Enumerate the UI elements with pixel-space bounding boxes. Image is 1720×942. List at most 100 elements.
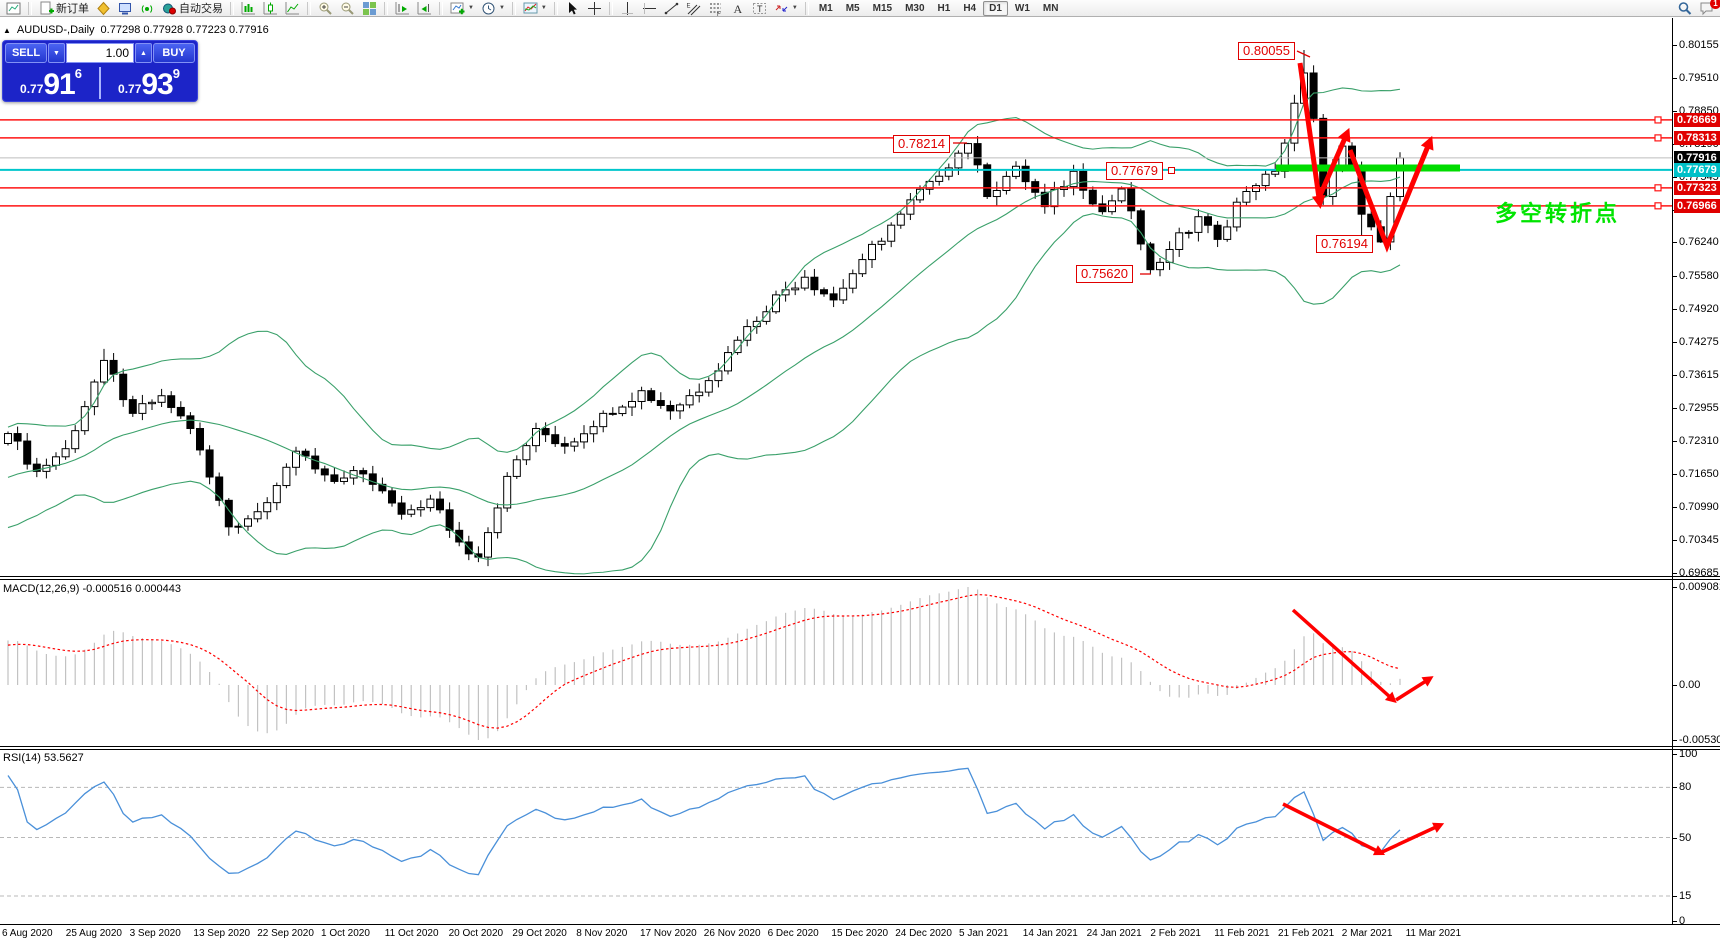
toolbar-separator: [608, 1, 613, 15]
price-tag-0.78214[interactable]: 0.78214: [893, 135, 950, 153]
axis-tick-mark: [1673, 275, 1677, 277]
bar-chart-icon[interactable]: [238, 1, 259, 16]
cursor-icon[interactable]: [562, 1, 583, 16]
autotrading-button[interactable]: 自动交易: [159, 1, 226, 16]
svg-text:F: F: [717, 12, 721, 16]
price-tag-0.75620[interactable]: 0.75620: [1076, 265, 1133, 283]
chart-shift-icon[interactable]: [392, 1, 413, 16]
text-label-icon[interactable]: T: [749, 1, 770, 16]
toolbar: 新订单 自动交易 ▼ ▼ ▼ E F A T ▼ M1 M5 M15 M30 H1 H4 D1 W1 MN 1: [0, 0, 1720, 17]
price-tick: 0.70990: [1679, 501, 1719, 514]
axis-tick-mark: [1673, 921, 1677, 922]
price-tick: 0.79510: [1679, 71, 1719, 84]
candlestick-chart-icon[interactable]: [260, 1, 281, 16]
volume-decrease-button[interactable]: ▼: [48, 43, 65, 63]
crosshair-icon[interactable]: [584, 1, 605, 16]
time-label: 21 Feb 2021: [1278, 928, 1335, 939]
zoom-out-icon: [340, 1, 355, 16]
timeframe-d1[interactable]: D1: [983, 0, 1008, 16]
fibonacci-icon[interactable]: F: [705, 1, 726, 16]
text-icon[interactable]: A: [727, 1, 748, 16]
time-axis[interactable]: 6 Aug 2020 25 Aug 2020 3 Sep 2020 13 Sep 20…: [0, 926, 1673, 942]
timeframe-m30[interactable]: M30: [905, 2, 925, 14]
axis-tick-mark: [1673, 308, 1677, 310]
market-watch-icon[interactable]: [115, 1, 136, 16]
time-label: 11 Oct 2020: [384, 928, 439, 939]
timeframe-h1[interactable]: H1: [937, 2, 951, 14]
timeframe-m5[interactable]: M5: [845, 2, 860, 14]
tile-windows-icon: [362, 1, 377, 16]
chat-icon[interactable]: 1: [1696, 0, 1720, 16]
chevron-down-icon[interactable]: ▼: [791, 5, 798, 11]
line-chart-icon[interactable]: [282, 1, 303, 16]
macd-rsi-splitter[interactable]: [0, 746, 1720, 747]
autotrading-button-label: 自动交易: [179, 3, 223, 15]
symbol-title: AUDUSD-,Daily: [16, 24, 95, 36]
volume-input[interactable]: 1.00: [66, 43, 134, 63]
price-badge-0.77323: 0.77323: [1674, 180, 1720, 195]
sell-price-display[interactable]: 0.77 91 6: [3, 65, 99, 101]
new-order-button-label: 新订单: [56, 3, 89, 15]
chart-macd-splitter[interactable]: [0, 576, 1720, 577]
price-tag-0.77679[interactable]: 0.77679: [1106, 162, 1163, 180]
vertical-line-icon[interactable]: [617, 1, 638, 16]
timeframe-m1[interactable]: M1: [818, 2, 833, 14]
price-tick: 0.69685: [1679, 566, 1719, 579]
signals-icon[interactable]: [137, 1, 158, 16]
templates-icon[interactable]: ▼: [520, 1, 550, 16]
rsi-panel-canvas[interactable]: [0, 750, 1673, 924]
price-badge-0.78313: 0.78313: [1674, 130, 1720, 145]
collapse-marker-icon[interactable]: ▲: [3, 25, 11, 35]
tile-windows-icon[interactable]: [359, 1, 380, 16]
axis-tick-mark: [1673, 754, 1677, 755]
zoom-in-icon: [318, 1, 333, 16]
trendline-icon[interactable]: [661, 1, 682, 16]
axis-tick-mark: [1673, 242, 1677, 244]
toolbar-separator: [384, 1, 388, 15]
time-label: 14 Jan 2021: [1022, 928, 1078, 939]
time-label: 24 Dec 2020: [895, 928, 952, 939]
price-tag-0.76194[interactable]: 0.76194: [1316, 235, 1373, 253]
axis-tick-mark: [1673, 539, 1677, 541]
equidistant-channel-icon[interactable]: E: [683, 1, 704, 16]
add-indicator-icon[interactable]: ▼: [447, 1, 477, 16]
toolbar-separator: [511, 1, 516, 15]
auto-scroll-icon[interactable]: [414, 1, 435, 16]
indicators-window-icon[interactable]: [3, 1, 24, 16]
zoom-out-icon[interactable]: [337, 1, 358, 16]
volume-increase-button[interactable]: ▲: [135, 43, 152, 63]
horizontal-line-icon[interactable]: [639, 1, 660, 16]
buy-button[interactable]: BUY: [153, 43, 195, 63]
main-chart-canvas[interactable]: [0, 18, 1673, 576]
periods-icon[interactable]: ▼: [478, 1, 508, 16]
trade-panel-divider: [99, 67, 101, 99]
zoom-in-icon[interactable]: [315, 1, 336, 16]
timeframe-w1[interactable]: W1: [1014, 2, 1030, 14]
arrows-icon[interactable]: ▼: [771, 1, 801, 16]
price-axis[interactable]: 0.801550.795100.788500.781900.775450.768…: [1673, 18, 1720, 927]
one-click-trading-panel: SELL ▼ 1.00 ▲ BUY 0.77 91 6 0.77 93 9: [2, 40, 198, 102]
new-order-button[interactable]: 新订单: [36, 1, 92, 16]
chart-shift-icon: [395, 1, 410, 16]
chevron-down-icon[interactable]: ▼: [498, 5, 505, 11]
tag-anchor-handle[interactable]: [1168, 167, 1175, 174]
chevron-down-icon[interactable]: ▼: [540, 5, 547, 11]
timeframe-m15[interactable]: M15: [872, 2, 893, 14]
price-badge-0.77679: 0.77679: [1674, 162, 1720, 177]
chevron-down-icon[interactable]: ▼: [468, 5, 474, 11]
price-tick: 0.73615: [1679, 368, 1719, 381]
search-icon[interactable]: [1674, 1, 1695, 16]
time-label: 3 Sep 2020: [129, 928, 181, 939]
price-tag-0.80055[interactable]: 0.80055: [1238, 42, 1295, 60]
timeframe-h4[interactable]: H4: [963, 2, 977, 14]
sell-button[interactable]: SELL: [5, 43, 47, 63]
macd-panel-canvas[interactable]: [0, 580, 1673, 746]
buy-price-display[interactable]: 0.77 93 9: [101, 65, 197, 101]
metaeditor-icon[interactable]: [93, 1, 114, 16]
rsi-scale-tick: 100: [1679, 748, 1698, 760]
text-icon: A: [730, 1, 745, 16]
timeframe-mn[interactable]: MN: [1042, 2, 1059, 14]
price-badge-0.76966: 0.76966: [1674, 198, 1720, 213]
bull-bear-turning-point-note[interactable]: 多空转折点: [1495, 201, 1621, 226]
